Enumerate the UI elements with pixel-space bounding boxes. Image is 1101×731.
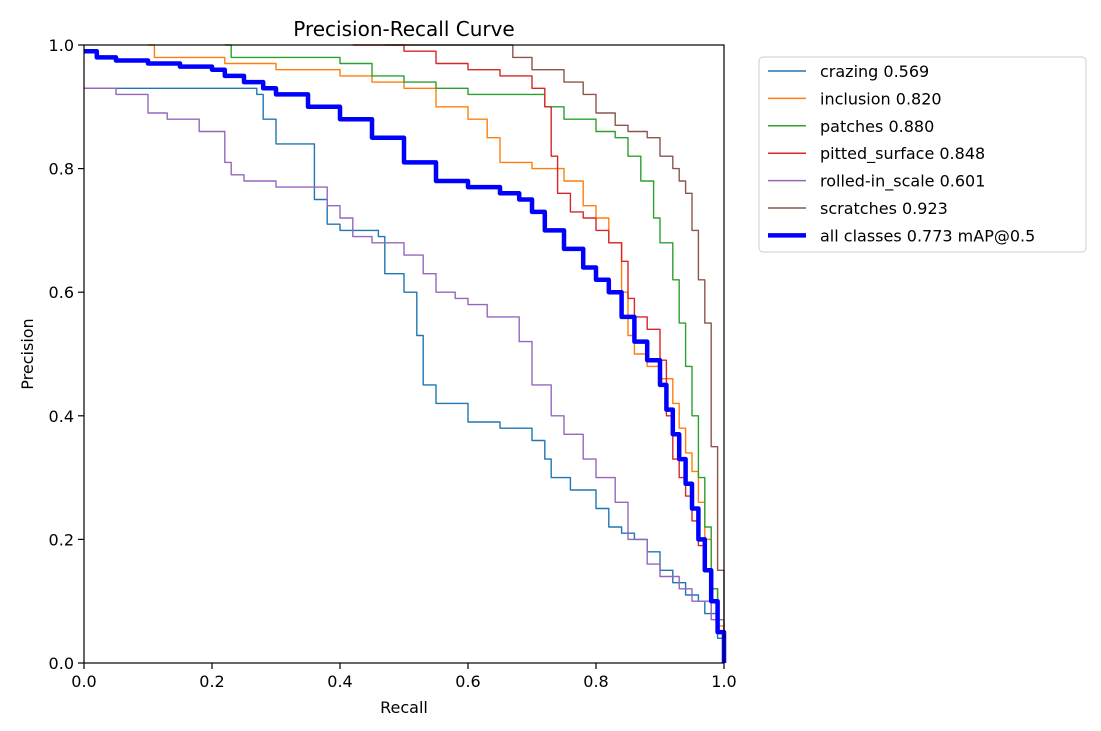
- legend-label-5: scratches 0.923: [820, 199, 948, 218]
- series-line-4: [84, 87, 725, 663]
- y-axis-label: Precision: [18, 318, 37, 389]
- y-tick-label-0: 0.0: [49, 654, 74, 673]
- legend-label-0: crazing 0.569: [820, 62, 929, 81]
- x-tick-label-1: 0.2: [199, 672, 224, 691]
- legend: crazing 0.569 inclusion 0.820 patches 0.88…: [758, 56, 1087, 253]
- series-line-0: [84, 87, 725, 663]
- series-line-2: [224, 44, 725, 663]
- series-layer: [84, 44, 727, 663]
- y-tick-label-1: 0.2: [49, 530, 74, 549]
- legend-frame: [758, 56, 1087, 253]
- series-line-1: [148, 44, 725, 663]
- legend-label-6: all classes 0.773 mAP@0.5: [820, 226, 1035, 245]
- ticks-layer: 0.0 0.2 0.4 0.6 0.8 1.0 0.0 0.2 0.4 0.6 0.8 1.0: [49, 36, 737, 691]
- legend-label-4: rolled-in_scale 0.601: [820, 172, 985, 192]
- x-tick-label-5: 1.0: [711, 672, 736, 691]
- x-tick-label-4: 0.8: [583, 672, 608, 691]
- x-tick-label-2: 0.4: [327, 672, 352, 691]
- chart-title: Precision-Recall Curve: [293, 17, 514, 41]
- series-line-6: [84, 48, 727, 663]
- legend-label-1: inclusion 0.820: [820, 89, 942, 108]
- y-tick-label-3: 0.6: [49, 283, 74, 302]
- plot-frame: [83, 44, 725, 664]
- x-tick-label-0: 0.0: [71, 672, 96, 691]
- legend-label-2: patches 0.880: [820, 117, 934, 136]
- x-axis-label: Recall: [380, 698, 428, 717]
- y-tick-label-5: 1.0: [49, 36, 74, 55]
- series-line-5: [384, 44, 725, 663]
- legend-label-3: pitted_surface 0.848: [820, 144, 985, 164]
- y-tick-label-2: 0.4: [49, 407, 74, 426]
- x-tick-label-3: 0.6: [455, 672, 480, 691]
- y-tick-label-4: 0.8: [49, 160, 74, 179]
